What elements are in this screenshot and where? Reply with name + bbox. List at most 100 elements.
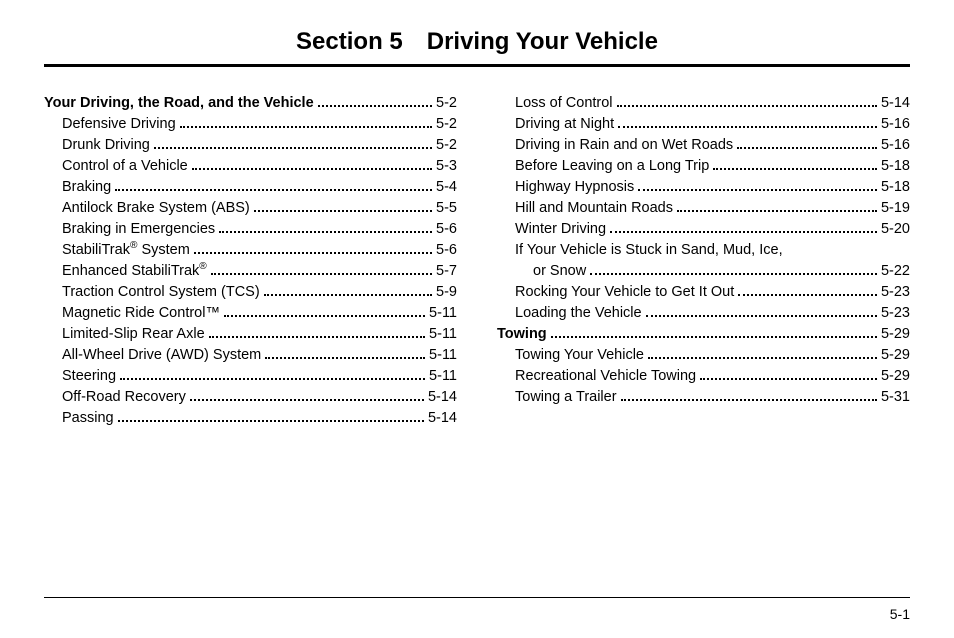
toc-leader-dots (648, 357, 877, 359)
toc-entry: Control of a Vehicle5-3 (44, 156, 457, 177)
toc-entry-label: Antilock Brake System (ABS) (62, 198, 250, 219)
toc-entry-page: 5-18 (881, 177, 910, 198)
toc-entry-label: All-Wheel Drive (AWD) System (62, 345, 261, 366)
toc-entry: Your Driving, the Road, and the Vehicle5… (44, 93, 457, 114)
toc-entry-label: Highway Hypnosis (515, 177, 634, 198)
toc-entry-page: 5-23 (881, 282, 910, 303)
toc-entry: or Snow5-22 (497, 261, 910, 282)
toc-leader-dots (700, 378, 877, 380)
toc-entry-label: Braking in Emergencies (62, 219, 215, 240)
toc-entry-label: Towing Your Vehicle (515, 345, 644, 366)
toc-entry: Recreational Vehicle Towing5-29 (497, 366, 910, 387)
toc-entry-label: Off-Road Recovery (62, 387, 186, 408)
toc-leader-dots (224, 315, 425, 317)
toc-entry-label: Drunk Driving (62, 135, 150, 156)
toc-leader-dots (118, 420, 424, 422)
toc-entry-page: 5-23 (881, 303, 910, 324)
toc-entry-label: If Your Vehicle is Stuck in Sand, Mud, I… (515, 240, 783, 261)
toc-leader-dots (180, 126, 432, 128)
toc-leader-dots (254, 210, 432, 212)
toc-entry: Loading the Vehicle 5-23 (497, 303, 910, 324)
toc-leader-dots (265, 357, 425, 359)
toc-column-left: Your Driving, the Road, and the Vehicle5… (44, 93, 457, 429)
toc-entry-page: 5-5 (436, 198, 457, 219)
toc-entry-label: Loss of Control (515, 93, 613, 114)
toc-entry: Passing5-14 (44, 408, 457, 429)
toc-entry-label: Rocking Your Vehicle to Get It Out (515, 282, 734, 303)
toc-leader-dots (621, 399, 877, 401)
title-rule (44, 64, 910, 67)
toc-leader-dots (219, 231, 432, 233)
toc-entry-page: 5-20 (881, 219, 910, 240)
toc-entry: Rocking Your Vehicle to Get It Out 5-23 (497, 282, 910, 303)
toc-entry: Antilock Brake System (ABS) 5-5 (44, 198, 457, 219)
toc-entry-label: Defensive Driving (62, 114, 176, 135)
toc-leader-dots (677, 210, 877, 212)
toc-entry: Before Leaving on a Long Trip5-18 (497, 156, 910, 177)
toc-entry-label: Braking (62, 177, 111, 198)
toc-leader-dots (737, 147, 877, 149)
toc-entry: Braking in Emergencies 5-6 (44, 219, 457, 240)
toc-leader-dots (154, 147, 432, 149)
toc-entry-page: 5-6 (436, 219, 457, 240)
toc-entry-page: 5-11 (429, 366, 457, 387)
toc-entry-label: StabiliTrak® System (62, 240, 190, 261)
toc-entry-label: Traction Control System (TCS) (62, 282, 260, 303)
toc-columns: Your Driving, the Road, and the Vehicle5… (44, 93, 910, 429)
toc-entry-page: 5-16 (881, 114, 910, 135)
toc-entry-page: 5-11 (429, 345, 457, 366)
toc-leader-dots (192, 168, 432, 170)
toc-entry: Driving at Night 5-16 (497, 114, 910, 135)
toc-entry-page: 5-2 (436, 93, 457, 114)
toc-leader-dots (713, 168, 877, 170)
toc-entry-label: Towing (497, 324, 547, 345)
toc-entry-label: Recreational Vehicle Towing (515, 366, 696, 387)
toc-entry: All-Wheel Drive (AWD) System 5-11 (44, 345, 457, 366)
toc-leader-dots (211, 273, 432, 275)
toc-entry: Braking 5-4 (44, 177, 457, 198)
toc-entry: Towing Your Vehicle5-29 (497, 345, 910, 366)
toc-entry-page: 5-29 (881, 324, 910, 345)
toc-entry-page: 5-11 (429, 324, 457, 345)
toc-entry-page: 5-2 (436, 135, 457, 156)
toc-entry: StabiliTrak® System 5-6 (44, 240, 457, 261)
toc-leader-dots (590, 273, 877, 275)
toc-leader-dots (190, 399, 424, 401)
section-title: Section 5 Driving Your Vehicle (44, 28, 910, 56)
toc-entry: Towing a Trailer5-31 (497, 387, 910, 408)
toc-entry-page: 5-6 (436, 240, 457, 261)
toc-entry: Off-Road Recovery5-14 (44, 387, 457, 408)
toc-leader-dots (264, 294, 432, 296)
toc-entry-label: Loading the Vehicle (515, 303, 642, 324)
toc-entry-label: Driving at Night (515, 114, 614, 135)
toc-entry: Towing 5-29 (497, 324, 910, 345)
toc-column-right: Loss of Control5-14Driving at Night5-16D… (497, 93, 910, 429)
toc-entry-page: 5-19 (881, 198, 910, 219)
toc-entry: Loss of Control 5-14 (497, 93, 910, 114)
toc-entry-label: Winter Driving (515, 219, 606, 240)
toc-entry-page: 5-4 (436, 177, 457, 198)
toc-entry-label: Before Leaving on a Long Trip (515, 156, 709, 177)
toc-entry-page: 5-14 (428, 408, 457, 429)
toc-entry-label: Driving in Rain and on Wet Roads (515, 135, 733, 156)
toc-entry: Defensive Driving 5-2 (44, 114, 457, 135)
toc-leader-dots (618, 126, 877, 128)
toc-leader-dots (738, 294, 877, 296)
toc-entry-label: Magnetic Ride Control™ (62, 303, 220, 324)
toc-entry: Enhanced StabiliTrak® 5-7 (44, 261, 457, 282)
toc-entry: Magnetic Ride Control™5-11 (44, 303, 457, 324)
toc-entry: Hill and Mountain Roads5-19 (497, 198, 910, 219)
toc-entry: Driving in Rain and on Wet Roads5-16 (497, 135, 910, 156)
toc-entry: Highway Hypnosis 5-18 (497, 177, 910, 198)
toc-entry-label: Enhanced StabiliTrak® (62, 261, 207, 282)
footer-rule (44, 597, 910, 598)
toc-entry: Winter Driving 5-20 (497, 219, 910, 240)
toc-entry-label: Limited-Slip Rear Axle (62, 324, 205, 345)
toc-entry-page: 5-2 (436, 114, 457, 135)
toc-entry: Traction Control System (TCS)5-9 (44, 282, 457, 303)
toc-entry-page: 5-14 (881, 93, 910, 114)
toc-entry-page: 5-7 (436, 261, 457, 282)
toc-entry-page: 5-22 (881, 261, 910, 282)
toc-leader-dots (610, 231, 877, 233)
toc-leader-dots (318, 105, 432, 107)
